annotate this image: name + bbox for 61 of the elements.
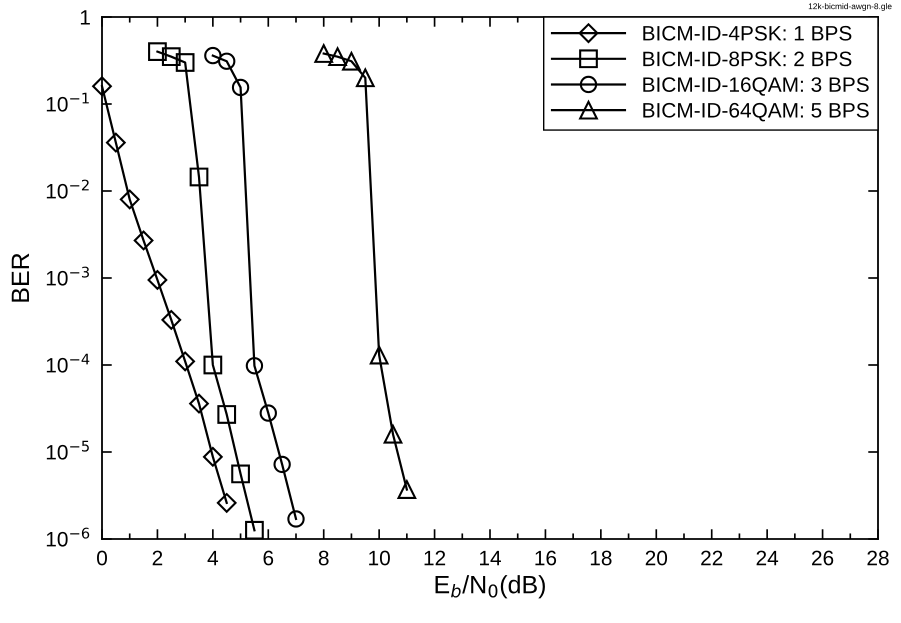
point xyxy=(218,52,236,70)
point xyxy=(120,190,140,210)
x-tick-label: 2 xyxy=(152,550,162,566)
point xyxy=(397,480,416,499)
y-tick-label: 10$^{−2}$ xyxy=(46,180,89,199)
x-tick-label: 10 xyxy=(369,550,390,566)
x-tick-label: 12 xyxy=(424,550,446,566)
point xyxy=(176,53,195,72)
x-tick-label: 20 xyxy=(646,550,668,566)
point xyxy=(162,47,181,66)
point xyxy=(203,356,222,374)
point xyxy=(148,270,168,290)
x-tick-label: 8 xyxy=(318,550,329,566)
point xyxy=(245,520,264,540)
y-tick-label: 10$^{−1}$ xyxy=(46,92,89,112)
point xyxy=(246,357,264,374)
point xyxy=(384,424,402,444)
point xyxy=(134,230,154,250)
legend-label: BICM-ID-4PSK: 1 BPS xyxy=(643,26,852,41)
point xyxy=(231,464,250,484)
x-tick-label: 14 xyxy=(480,550,501,566)
x-tick-label: 4 xyxy=(208,550,218,566)
point xyxy=(328,47,347,66)
x-tick-label: 16 xyxy=(535,550,556,566)
point xyxy=(370,346,389,364)
y-tick-label: 10$^{−5}$ xyxy=(46,440,89,460)
x-tick-label: 6 xyxy=(264,550,274,566)
y-axis-title: BER xyxy=(12,253,29,302)
text: 12k-bicmid-awgn-8.gle xyxy=(808,3,892,11)
point xyxy=(273,456,291,474)
y-tick-label: 10$^{−6}$ xyxy=(46,528,90,547)
point xyxy=(190,168,208,186)
x-tick-label: 26 xyxy=(812,550,834,566)
point xyxy=(356,68,375,88)
point xyxy=(189,394,209,414)
x-tick-label: 0 xyxy=(97,550,107,566)
point xyxy=(106,132,126,152)
point xyxy=(232,78,250,96)
x-axis-title: E$_{b}$/N$_{0}$(dB) xyxy=(436,575,545,598)
point xyxy=(204,46,222,64)
point xyxy=(342,52,361,71)
point xyxy=(148,42,167,61)
legend-label: BICM-ID-16QAM: 3 BPS xyxy=(643,77,869,96)
x-tick-label: 28 xyxy=(867,550,889,566)
point xyxy=(217,405,236,424)
point xyxy=(175,352,196,372)
point xyxy=(161,310,182,330)
legend-label: BICM-ID-8PSK: 2 BPS xyxy=(643,52,852,66)
x-tick-label: 22 xyxy=(701,550,722,566)
point xyxy=(260,404,277,422)
point xyxy=(314,44,334,63)
x-tick-label: 18 xyxy=(590,550,612,566)
x-tick-label: 24 xyxy=(756,550,778,566)
point xyxy=(92,76,112,96)
y-tick-label: 10$^{−4}$ xyxy=(46,354,90,373)
point xyxy=(202,446,223,467)
point xyxy=(216,493,237,513)
y-tick-label: 1 xyxy=(80,10,90,25)
y-tick-label: 10$^{−3}$ xyxy=(46,266,89,286)
legend-label: BICM-ID-64QAM: 5 BPS xyxy=(643,102,869,122)
point xyxy=(287,510,305,528)
